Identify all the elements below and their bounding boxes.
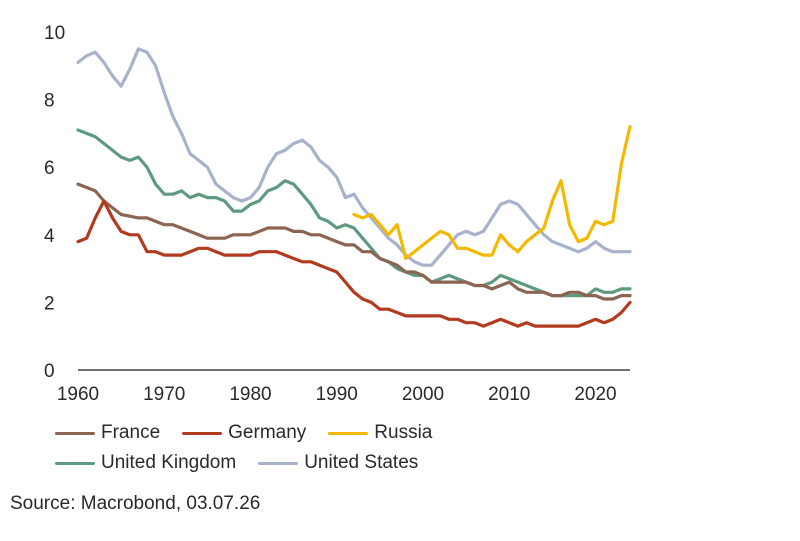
legend-item-france: France xyxy=(55,422,160,444)
series-lines xyxy=(76,47,632,328)
y-tick-label-8: 8 xyxy=(44,91,55,112)
legend-row-2: United Kingdom United States xyxy=(55,448,615,478)
y-axis-tick-labels: 0 2 4 6 8 10 xyxy=(44,23,65,382)
legend-label-united-kingdom: United Kingdom xyxy=(101,452,237,473)
series-line-russia xyxy=(352,124,632,261)
legend-swatch-germany xyxy=(182,431,223,435)
legend-label-france: France xyxy=(101,422,161,443)
legend-swatch-united-states xyxy=(258,461,299,465)
x-tick-label-1970: 1970 xyxy=(143,384,185,405)
y-tick-label-4: 4 xyxy=(44,226,55,247)
y-tick-label-10: 10 xyxy=(44,23,65,44)
x-tick-label-1960: 1960 xyxy=(57,384,99,405)
legend-item-russia: Russia xyxy=(328,422,432,444)
y-tick-label-6: 6 xyxy=(44,158,55,179)
series-line-united-states xyxy=(76,47,632,267)
legend-item-united-states: United States xyxy=(258,452,418,474)
legend-item-united-kingdom: United Kingdom xyxy=(55,452,236,474)
legend-label-united-states: United States xyxy=(304,452,419,473)
legend-swatch-france xyxy=(55,431,95,435)
line-chart: 0 2 4 6 8 10 1960 1970 1980 1990 2000 2010 2020 xyxy=(44,23,632,405)
series-line-germany xyxy=(76,199,632,328)
source-note: Source: Macrobond, 03.07.26 xyxy=(10,493,261,514)
x-tick-label-1980: 1980 xyxy=(229,384,271,405)
legend-item-germany: Germany xyxy=(182,422,306,444)
series-line-france xyxy=(76,182,632,301)
legend-label-russia: Russia xyxy=(374,422,433,443)
y-tick-label-2: 2 xyxy=(44,293,55,314)
x-tick-label-1990: 1990 xyxy=(316,384,358,405)
x-axis-tick-labels: 1960 1970 1980 1990 2000 2010 2020 xyxy=(57,384,617,405)
legend-swatch-united-kingdom xyxy=(55,461,95,465)
x-tick-label-2010: 2010 xyxy=(488,384,530,405)
y-tick-label-0: 0 xyxy=(44,361,55,382)
x-tick-label-2020: 2020 xyxy=(574,384,616,405)
chart-legend: France Germany Russia United Kingdom Uni… xyxy=(55,418,615,478)
legend-swatch-russia xyxy=(328,431,369,435)
legend-row-1: France Germany Russia xyxy=(55,418,615,448)
x-tick-label-2000: 2000 xyxy=(402,384,444,405)
legend-label-germany: Germany xyxy=(228,422,307,443)
